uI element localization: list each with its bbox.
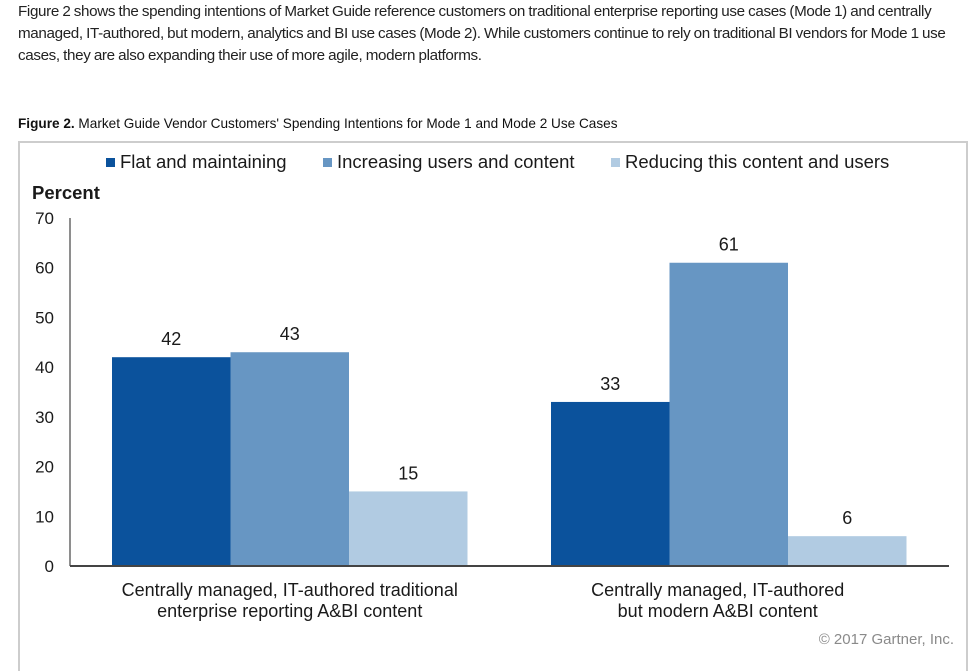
bar-value-label: 15 — [398, 463, 418, 483]
y-tick-label: 0 — [45, 557, 54, 576]
copyright-notice: © 2017 Gartner, Inc. — [818, 631, 954, 648]
legend-item-increasing: Increasing users and content — [323, 151, 575, 173]
bar — [669, 262, 788, 566]
figure-caption-text: Market Guide Vendor Customers' Spending … — [74, 116, 618, 131]
y-tick-label: 20 — [35, 458, 54, 477]
y-tick-label: 50 — [35, 308, 54, 327]
y-tick-label: 70 — [35, 209, 54, 228]
legend-swatch-increasing — [323, 157, 332, 167]
category-label: but modern A&BI content — [618, 601, 818, 621]
chart-legend: Flat and maintaining Increasing users an… — [0, 151, 974, 175]
value-labels: 42 43 15 33 61 6 — [161, 235, 852, 528]
category-label: Centrally managed, IT-authored tradition… — [122, 580, 458, 600]
legend-swatch-reducing — [611, 157, 620, 167]
bars — [112, 262, 907, 566]
category-label: enterprise reporting A&BI content — [157, 601, 422, 621]
bar-value-label: 33 — [600, 374, 620, 394]
y-tick-label: 10 — [35, 507, 54, 526]
bar-value-label: 61 — [719, 235, 739, 255]
y-axis-title: Percent — [32, 182, 100, 203]
bar — [788, 536, 907, 566]
category-label: Centrally managed, IT-authored — [591, 580, 844, 600]
figure-caption-label: Figure 2. — [18, 116, 75, 131]
bar — [551, 401, 670, 566]
category-labels: Centrally managed, IT-authored tradition… — [122, 580, 845, 621]
legend-label-flat: Flat and maintaining — [120, 151, 287, 172]
bar-chart: 0 10 20 30 40 50 60 70 42 43 15 33 61 6 Centrally ma… — [35, 209, 949, 621]
bar — [349, 491, 468, 566]
y-tick-label: 40 — [35, 358, 54, 377]
legend-label-reducing: Reducing this content and users — [625, 151, 890, 172]
bar — [112, 357, 231, 566]
bar-value-label: 43 — [280, 324, 300, 344]
legend-item-flat: Flat and maintaining — [106, 151, 287, 173]
intro-paragraph: Figure 2 shows the spending intentions o… — [18, 3, 946, 64]
bar-value-label: 42 — [161, 329, 181, 349]
y-tick-labels: 0 10 20 30 40 50 60 70 — [35, 209, 54, 576]
y-tick-label: 60 — [35, 259, 54, 278]
legend-label-increasing: Increasing users and content — [337, 151, 575, 172]
y-tick-label: 30 — [35, 408, 54, 427]
figure-caption: Figure 2. Market Guide Vendor Customers'… — [18, 116, 618, 131]
figure-frame — [18, 141, 968, 671]
bar-value-label: 6 — [842, 508, 852, 528]
legend-swatch-flat — [106, 157, 115, 167]
bar — [230, 352, 349, 566]
legend-item-reducing: Reducing this content and users — [611, 151, 889, 173]
